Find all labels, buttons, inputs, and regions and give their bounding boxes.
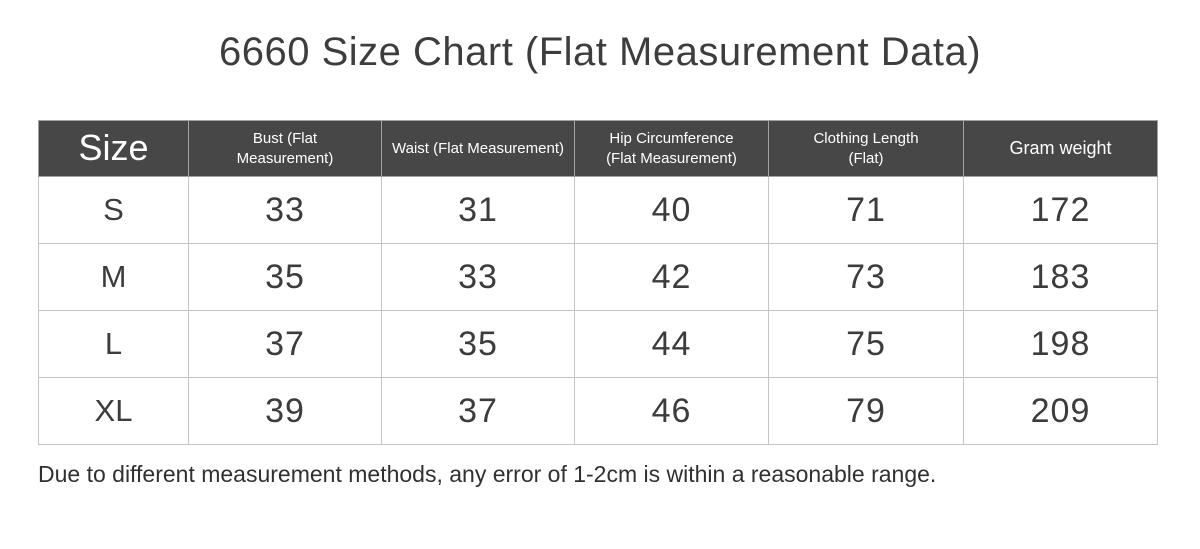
- cell-size: L: [38, 310, 189, 378]
- cell-waist: 33: [381, 243, 575, 311]
- cell-hip: 40: [574, 176, 769, 244]
- table-row-l: L 37 35 44 75 198: [38, 310, 1158, 378]
- cell-bust: 39: [188, 377, 382, 445]
- cell-bust: 33: [188, 176, 382, 244]
- cell-size: M: [38, 243, 189, 311]
- cell-size: XL: [38, 377, 189, 445]
- column-header-bust: Bust (Flat Measurement): [188, 120, 382, 177]
- table-row-xl: XL 39 37 46 79 209: [38, 377, 1158, 445]
- table-row-s: S 33 31 40 71 172: [38, 176, 1158, 244]
- page-title: 6660 Size Chart (Flat Measurement Data): [218, 30, 982, 74]
- cell-gram: 172: [963, 176, 1158, 244]
- column-header-hip: Hip Circumference (Flat Measurement): [574, 120, 769, 177]
- cell-size: S: [38, 176, 189, 244]
- cell-length: 75: [768, 310, 964, 378]
- cell-length: 79: [768, 377, 964, 445]
- size-chart-table: Size Bust (Flat Measurement) Waist (Flat…: [38, 120, 1158, 445]
- cell-gram: 183: [963, 243, 1158, 311]
- footnote: Due to different measurement methods, an…: [38, 461, 937, 487]
- column-header-waist: Waist (Flat Measurement): [381, 120, 575, 177]
- cell-bust: 37: [188, 310, 382, 378]
- cell-gram: 209: [963, 377, 1158, 445]
- cell-hip: 46: [574, 377, 769, 445]
- cell-waist: 37: [381, 377, 575, 445]
- column-header-length: Clothing Length (Flat): [768, 120, 964, 177]
- column-header-gram: Gram weight: [963, 120, 1158, 177]
- cell-gram: 198: [963, 310, 1158, 378]
- header-row: Size Bust (Flat Measurement) Waist (Flat…: [38, 120, 1158, 177]
- cell-hip: 44: [574, 310, 769, 378]
- cell-waist: 35: [381, 310, 575, 378]
- cell-waist: 31: [381, 176, 575, 244]
- cell-length: 73: [768, 243, 964, 311]
- cell-bust: 35: [188, 243, 382, 311]
- cell-hip: 42: [574, 243, 769, 311]
- column-header-size: Size: [38, 120, 189, 177]
- table-row-m: M 35 33 42 73 183: [38, 243, 1158, 311]
- cell-length: 71: [768, 176, 964, 244]
